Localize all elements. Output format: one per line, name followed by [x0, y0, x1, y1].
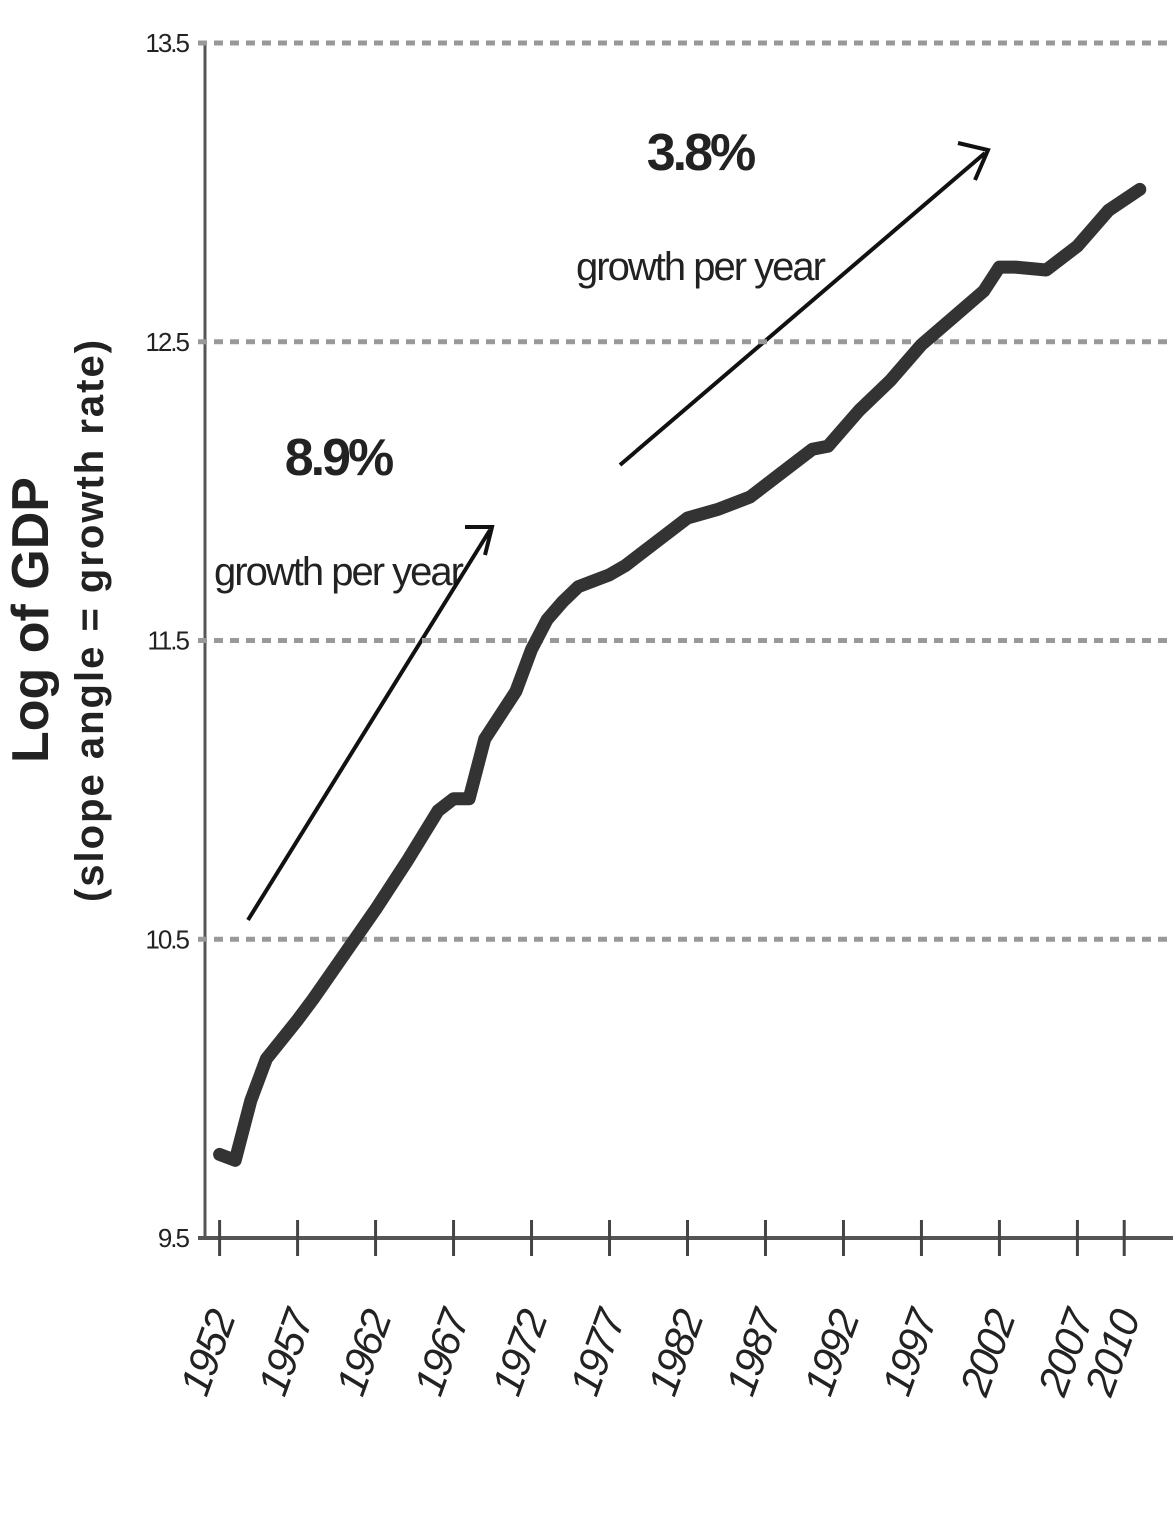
- y-tick-label: 12.5: [145, 327, 189, 357]
- x-tick-label: 1987: [717, 1302, 792, 1402]
- x-tick-label: 1992: [795, 1303, 869, 1401]
- x-tick-label: 1997: [873, 1302, 948, 1402]
- x-tick-label: 1952: [171, 1303, 245, 1401]
- annotation: 3.8%: [647, 124, 755, 182]
- x-tick-label: 1982: [639, 1303, 713, 1401]
- x-tick-label: 1977: [561, 1302, 636, 1402]
- arrows: [246, 141, 991, 922]
- annotation: growth per year: [214, 550, 464, 594]
- y-axis-subtitle: (slope angle = growth rate): [68, 338, 112, 902]
- x-tick-label: 1957: [249, 1302, 324, 1402]
- arrow-head: [465, 525, 495, 556]
- data-line: [213, 182, 1147, 1167]
- arrow-head: [957, 141, 991, 181]
- x-tick-label: 1967: [405, 1302, 480, 1402]
- y-tick-label: 13.5: [145, 28, 189, 58]
- x-tick-label: 1962: [327, 1303, 401, 1401]
- arrow: [618, 151, 987, 467]
- annotation: 8.9%: [285, 429, 393, 487]
- y-tick-label: 9.5: [158, 1223, 190, 1253]
- x-tick-label: 1972: [483, 1303, 557, 1401]
- x-tick-label: 2002: [950, 1303, 1024, 1402]
- arrow: [246, 528, 492, 922]
- annotation: growth per year: [576, 245, 826, 289]
- y-axis-title: Log of GDP: [2, 477, 60, 763]
- y-tick-label: 11.5: [147, 626, 189, 656]
- y-tick-label: 10.5: [145, 924, 189, 954]
